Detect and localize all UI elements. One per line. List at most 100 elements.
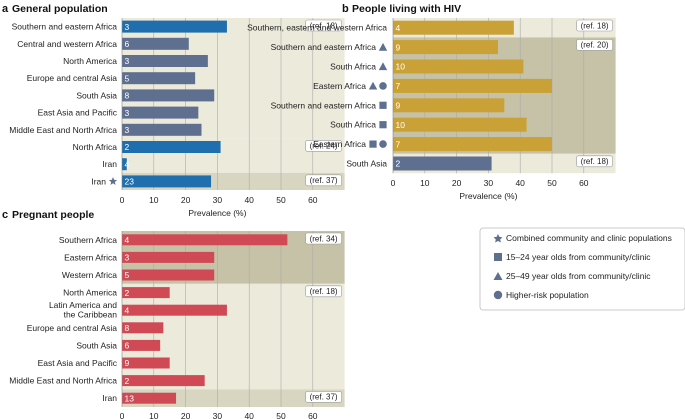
legend-item-star: Combined community and clinic population… (493, 233, 672, 243)
panel-a-tick-label-4: 40 (244, 195, 254, 205)
panel-a-tick-label-1: 10 (149, 195, 159, 205)
panel-c-category-label-4: Latin America and the Caribbean (49, 300, 117, 320)
panel-c-band-2 (122, 389, 345, 407)
panel-c-value-label-8: 2 (125, 376, 130, 386)
panel-a-bar-6 (122, 123, 202, 136)
legend-label-star: Combined community and clinic population… (506, 233, 672, 243)
panel-c-category-label-1: Eastern Africa (64, 252, 117, 262)
panel-c-ref-box-0 (305, 232, 342, 245)
panel-a-x-axis-title: Prevalence (%) (188, 208, 246, 218)
triangle-icon (493, 272, 503, 280)
panel-b-value-label-1: 9 (396, 42, 401, 52)
panel-c-bar-1 (122, 251, 215, 263)
panel-b-category-label-3: Eastern Africa (313, 81, 366, 91)
panel-c-bar-7 (122, 357, 170, 369)
legend-label-circle: Higher-risk population (506, 290, 589, 300)
panel-b-bar-0 (393, 20, 514, 35)
panel-a-ref-label-0: (ref. 18) (310, 21, 338, 30)
square-icon (494, 253, 502, 261)
panel-a-bar-2 (122, 55, 208, 67)
panel-a-ref-label-1: (ref. 24) (310, 142, 338, 151)
legend-item-triangle: 25–49 year olds from community/clinic (493, 271, 651, 281)
panel-b-value-label-5: 10 (396, 120, 406, 130)
panel-b-ref-label-2: (ref. 18) (581, 157, 609, 166)
panel-c-tick-label-2: 20 (181, 411, 191, 419)
panel-b-tick-label-6: 60 (579, 178, 589, 188)
panel-a-tick-label-3: 30 (213, 195, 223, 205)
star-icon (493, 234, 503, 243)
panel-b-value-label-2: 10 (396, 62, 406, 72)
panel-c-bar-4 (122, 304, 227, 316)
panel-a-value-label-1: 6 (125, 39, 130, 49)
panel-a-bar-9 (122, 175, 212, 188)
panel-b-row-4-marker-0-square-icon (379, 101, 387, 109)
panel-a-bar-5 (122, 106, 199, 119)
circle-icon (493, 290, 503, 300)
panel-c-value-label-5: 8 (125, 323, 130, 333)
panel-b-bar-7 (393, 156, 492, 171)
panel-b-tick-label-1: 10 (420, 178, 430, 188)
panel-b-category-label-2: South Africa (330, 62, 376, 72)
panel-b-title: People living with HIV (352, 3, 461, 15)
panel-b-ref-box-0 (576, 19, 613, 32)
legend: Combined community and clinic population… (479, 227, 685, 311)
panel-b-bar-4 (393, 98, 505, 113)
panel-b-bar-1 (393, 40, 498, 55)
panel-b-ref-label-1: (ref. 20) (581, 41, 609, 50)
panel-c-tick-label-3: 30 (213, 411, 223, 419)
panel-c-tick-label-5: 50 (276, 411, 286, 419)
panel-a-tick-label-2: 20 (181, 195, 191, 205)
panel-b-row-1-marker-0-triangle-icon (378, 42, 388, 51)
panel-a-category-label-7: North Africa (73, 142, 118, 152)
panel-c-bar-3 (122, 287, 170, 299)
panel-c-bar-9 (122, 392, 177, 404)
panel-a-value-label-7: 2 (125, 142, 130, 152)
panel-a-category-label-8: Iran (102, 159, 117, 169)
panel-b-x-axis-title: Prevalence (%) (459, 191, 517, 201)
legend-item-circle: Higher-risk population (493, 290, 589, 300)
panel-a-category-label-1: Central and western Africa (17, 39, 117, 49)
panel-c-value-label-6: 6 (125, 341, 130, 351)
panel-c-pregnant-people: c Pregnant people (ref. 34) (ref. 18) (ref. … (2, 209, 345, 419)
panel-c-value-label-7: 9 (125, 358, 130, 368)
panel-b-tick-label-5: 50 (547, 178, 557, 188)
panel-b-ref-label-0: (ref. 18) (581, 21, 609, 30)
panel-b-category-label-5: South Africa (330, 120, 376, 130)
panel-a-value-label-3: 5 (125, 73, 130, 83)
panel-a-bar-1 (122, 37, 189, 50)
panel-c-category-label-0: Southern Africa (59, 235, 117, 245)
panel-a-bar-3 (122, 72, 196, 85)
panel-b-category-label-4: Southern and eastern Africa (271, 100, 377, 110)
panel-c-ref-label-0: (ref. 34) (310, 234, 338, 243)
panel-b-value-label-4: 9 (396, 101, 401, 111)
panel-c-letter: c (2, 209, 8, 221)
panel-b-letter: b (342, 3, 349, 15)
panel-c-value-label-9: 13 (125, 393, 135, 403)
panel-c-category-label-8: Middle East and North Africa (9, 376, 117, 386)
panel-a-category-label-4: South Asia (76, 90, 117, 100)
panel-b-bar-5 (393, 117, 527, 132)
panel-c-category-label-4-line-1: the Caribbean (64, 310, 118, 320)
panel-c-bar-2 (122, 269, 215, 281)
panel-c-tick-label-0: 0 (120, 411, 125, 419)
panel-a-category-label-0: Southern and eastern Africa (12, 22, 118, 32)
panel-b-value-label-6: 7 (396, 139, 401, 149)
panel-c-bar-5 (122, 322, 164, 334)
panel-c-ref-box-2 (305, 391, 342, 403)
panel-a-tick-label-5: 50 (276, 195, 286, 205)
legend-label-triangle: 25–49 year olds from community/clinic (506, 271, 651, 281)
panel-b-tick-label-3: 30 (484, 178, 494, 188)
panel-c-tick-label-4: 40 (244, 411, 254, 419)
panel-b-category-label-1: Southern and eastern Africa (271, 42, 377, 52)
panel-c-category-label-9: Iran (102, 393, 117, 403)
panel-a-category-label-6: Middle East and North Africa (9, 125, 117, 135)
panel-c-tick-label-6: 60 (308, 411, 318, 419)
panel-a-category-label-2: North America (63, 56, 117, 66)
panel-c-category-label-6: South Asia (76, 340, 117, 350)
panel-b-row-5-marker-0-square-icon (379, 121, 387, 129)
panel-a-ref-box-1 (305, 140, 342, 152)
panel-c-value-label-3: 2 (125, 288, 130, 298)
panel-a-bar-0 (122, 20, 227, 33)
panel-c-category-label-7: East Asia and Pacific (38, 358, 118, 368)
